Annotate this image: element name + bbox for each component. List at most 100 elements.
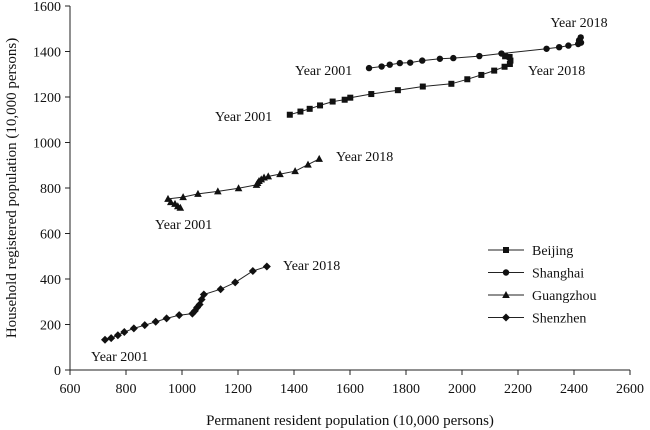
legend-item-shenzhen: Shenzhen	[488, 312, 586, 327]
data-point-shenzhen	[231, 278, 240, 287]
data-point-shanghai	[407, 59, 414, 66]
data-point-shanghai	[555, 43, 563, 51]
data-point-shenzhen	[216, 285, 225, 294]
data-point-shenzhen	[129, 324, 138, 333]
legend-label: Shanghai	[532, 267, 584, 282]
data-point-guangzhou	[291, 167, 299, 175]
data-point-shanghai	[419, 57, 426, 64]
data-point-shanghai	[565, 42, 572, 49]
data-point-shenzhen	[107, 334, 116, 343]
series-layer	[101, 34, 585, 344]
data-point-shenzhen	[248, 267, 257, 276]
data-point-guangzhou	[234, 184, 243, 192]
y-tick-label: 400	[40, 273, 61, 288]
y-tick-label: 1000	[33, 137, 61, 152]
annotation-shanghai-year-2001: Year 2001	[295, 64, 352, 79]
y-tick-label: 200	[40, 319, 61, 334]
x-tick-label: 600	[60, 382, 81, 397]
annotation-guangzhou-year-2001: Year 2001	[155, 218, 212, 233]
annotation-shanghai-year-2018: Year 2018	[550, 16, 607, 31]
data-point-beijing	[506, 53, 513, 60]
data-point-beijing	[394, 87, 401, 94]
data-point-shanghai	[436, 55, 444, 62]
data-point-shenzhen	[151, 317, 160, 326]
data-point-shanghai	[378, 63, 385, 70]
x-axis-title: Permanent resident population (10,000 pe…	[206, 413, 494, 429]
data-point-shanghai	[396, 59, 404, 67]
data-point-guangzhou	[304, 160, 312, 168]
data-point-shenzhen	[113, 331, 122, 340]
data-point-guangzhou	[171, 199, 179, 207]
y-tick-label: 1200	[33, 91, 61, 106]
data-point-shenzhen	[140, 321, 149, 330]
series-beijing	[286, 53, 514, 118]
data-point-shanghai	[577, 34, 584, 41]
data-point-shenzhen	[262, 262, 271, 271]
data-point-shenzhen	[120, 328, 129, 337]
data-point-guangzhou	[315, 154, 323, 162]
series-line-shenzhen	[104, 266, 267, 341]
data-point-shanghai	[476, 52, 483, 60]
data-point-beijing	[507, 57, 514, 64]
x-tick-label: 2600	[616, 382, 644, 397]
data-point-shenzhen	[199, 290, 208, 299]
data-point-shanghai	[543, 45, 550, 52]
data-point-beijing	[286, 111, 293, 118]
series-line-guangzhou	[166, 158, 320, 209]
legend-item-beijing: Beijing	[488, 244, 573, 259]
data-point-shanghai	[450, 54, 457, 62]
x-tick-label: 800	[116, 382, 137, 397]
x-tick-label: 1400	[280, 382, 308, 397]
y-tick-label: 0	[54, 364, 61, 379]
data-point-shanghai	[365, 64, 373, 72]
x-tick-label: 1600	[336, 382, 364, 397]
data-point-beijing	[506, 61, 513, 68]
legend-marker-square	[503, 247, 509, 253]
y-tick-label: 600	[40, 228, 61, 243]
data-point-shanghai	[498, 50, 505, 57]
legend-marker-circle	[502, 269, 510, 276]
data-point-beijing	[297, 108, 304, 115]
data-point-guangzhou	[194, 189, 202, 197]
annotation-beijing-year-2018: Year 2018	[528, 64, 585, 79]
series-shanghai	[365, 34, 585, 72]
legend-label: Guangzhou	[532, 289, 597, 304]
x-tick-label: 2400	[560, 382, 588, 397]
legend-label: Shenzhen	[532, 312, 586, 327]
data-point-shenzhen	[175, 311, 184, 320]
axes: 600 800 1000 1200 1400 1600 1800 2000 2200 2400 26…	[33, 0, 644, 397]
data-point-beijing	[478, 71, 485, 78]
x-tick-label: 1800	[392, 382, 420, 397]
x-tick-label: 1200	[224, 382, 252, 397]
data-point-shenzhen	[162, 314, 171, 323]
series-shenzhen	[101, 262, 271, 344]
y-tick-label: 1400	[33, 46, 61, 61]
data-point-beijing	[317, 102, 324, 109]
data-point-guangzhou	[264, 172, 273, 180]
data-point-beijing	[448, 80, 455, 87]
data-point-beijing	[306, 105, 313, 112]
data-point-beijing	[329, 98, 336, 105]
data-point-guangzhou	[276, 170, 284, 178]
data-point-guangzhou	[214, 187, 222, 195]
annotation-shenzhen-year-2001: Year 2001	[91, 350, 148, 365]
x-tick-label: 2200	[504, 382, 532, 397]
annotation-shenzhen-year-2018: Year 2018	[283, 259, 340, 274]
data-point-guangzhou	[164, 194, 172, 202]
data-point-beijing	[491, 67, 498, 74]
data-point-beijing	[419, 83, 426, 90]
annotations: Year 2018 Year 2001 Year 2018 Year 2001 Year…	[91, 16, 608, 365]
data-point-beijing	[501, 63, 508, 70]
series-guangzhou	[164, 154, 323, 211]
y-axis-title: Household registered population (10,000 …	[4, 38, 20, 338]
legend-marker-diamond	[502, 313, 510, 322]
y-tick-label: 1600	[33, 0, 61, 15]
legend-item-guangzhou: Guangzhou	[488, 289, 597, 304]
y-tick-label: 800	[40, 182, 61, 197]
legend-label: Beijing	[532, 244, 573, 259]
data-point-beijing	[347, 94, 354, 101]
data-point-beijing	[464, 76, 471, 83]
data-point-beijing	[341, 96, 348, 103]
